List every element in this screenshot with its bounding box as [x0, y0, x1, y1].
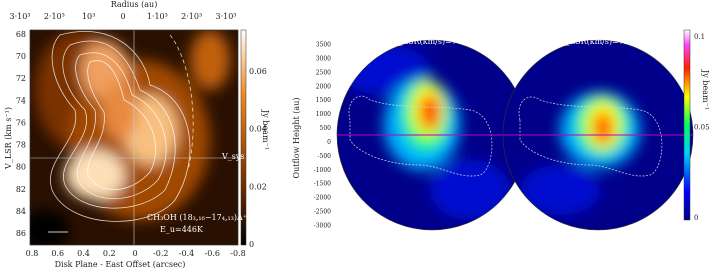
top-tick-label: 3·10³: [9, 12, 30, 21]
x-tick-label: -0.6: [205, 249, 220, 258]
colorbar-tick-label: 0.1: [694, 33, 705, 41]
x-tick-label: 0.2: [103, 249, 116, 258]
x-tick-label: -0.4: [179, 249, 194, 258]
x-tick-label: -0.2: [153, 249, 168, 258]
line-label: CH₃OH (18₃,₁₆−17₄,₁₃)A⁺: [147, 213, 247, 222]
x-tick-label: 0.8: [26, 249, 39, 258]
y-tick-label: 1500: [316, 97, 331, 104]
colorbar-tick-label: 0.06: [249, 67, 267, 76]
colorbar-tick-label: 0.04: [249, 125, 267, 134]
colorbar-tick-label: 0.05: [694, 124, 710, 132]
y-tick-label: 86: [16, 229, 26, 238]
y-axis-label: V_LSR (km s⁻¹): [4, 107, 13, 170]
top-tick-label: 2·10³: [181, 12, 202, 21]
top-tick-label: 10³: [82, 12, 95, 21]
y-tick-label: 74: [16, 96, 26, 105]
x-tick-label: 0.6: [51, 249, 64, 258]
y-tick-label: 0: [327, 139, 331, 146]
y-tick-label: 82: [16, 185, 26, 194]
pv-map: [30, 30, 238, 245]
y-tick-label: 70: [16, 52, 26, 61]
top-tick-label: 1·10³: [147, 12, 168, 21]
top-tick-label: 0: [120, 12, 125, 21]
map-label: V_LSR(km/s)=72.5: [559, 37, 637, 46]
y-tick-label: -1500: [314, 181, 331, 188]
top-tick-label: 3·10³: [215, 12, 236, 21]
y-tick-label: -2000: [314, 195, 331, 202]
x-tick-label: 0.4: [77, 249, 90, 258]
y-tick-label: -1000: [314, 167, 331, 174]
y-tick-label: 500: [320, 125, 332, 132]
y-tick-label: 78: [16, 141, 26, 150]
colorbar-tick-label: 0: [249, 240, 254, 249]
top-tick-label: 2·10³: [44, 12, 65, 21]
channel-map: [503, 40, 693, 230]
y-tick-label: 2000: [316, 83, 331, 90]
colorbar-tick-label: 0.02: [249, 182, 267, 191]
y-tick-label: -500: [318, 153, 332, 160]
y-tick-label: 3500: [316, 42, 331, 49]
colorbar-label: Jy beam⁻¹: [701, 69, 710, 110]
colorbar-tick-label: 0: [694, 214, 698, 222]
y-tick-label: 68: [16, 30, 26, 39]
y-tick-label: 76: [16, 118, 26, 127]
y-tick-label: 3000: [316, 55, 331, 62]
y-tick-label: 84: [16, 207, 26, 216]
vsys-label: V_sys: [221, 152, 245, 161]
y-tick-label: 80: [16, 163, 26, 172]
y-tick-label: 1000: [316, 111, 331, 118]
x-tick-label: -0.8: [230, 249, 245, 258]
x-axis-label: Disk Plane - East Offset (arcsec): [55, 260, 186, 269]
energy-label: E_u=446K: [160, 225, 204, 234]
colorbar-label: Jy beam⁻¹: [261, 109, 270, 150]
top-axis-label: Radius (au): [111, 0, 158, 9]
y-tick-label: -3000: [314, 223, 331, 230]
y-tick-label: 72: [16, 74, 26, 83]
y-tick-label: 2500: [316, 69, 331, 76]
y-tick-label: -2500: [314, 209, 331, 216]
x-tick-label: 0: [132, 249, 137, 258]
y-axis-label: Outflow Height (au): [292, 98, 301, 179]
map-label: V_LSR(km/s)=77.2: [392, 37, 470, 46]
